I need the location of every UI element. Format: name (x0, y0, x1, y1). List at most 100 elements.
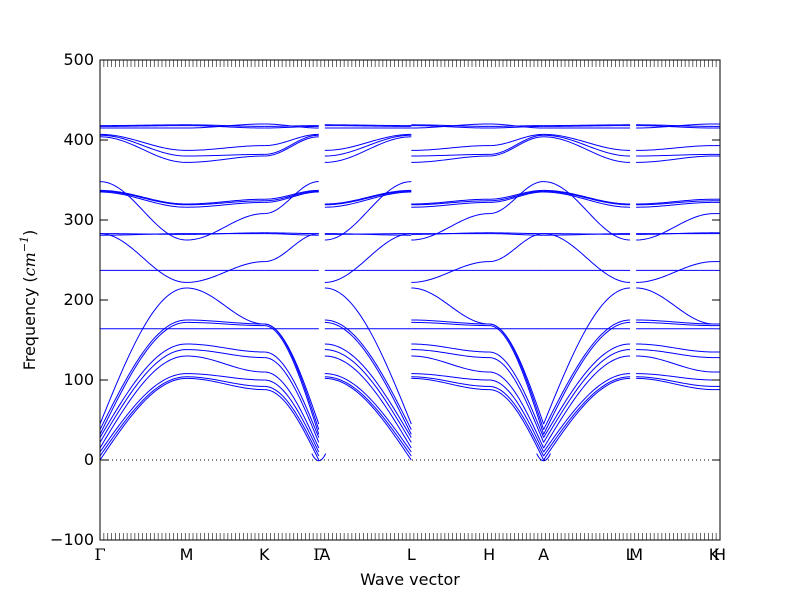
bands-layer (99, 123, 720, 462)
band-4-m-k-2 (636, 355, 714, 373)
band-13-kg-0 (264, 233, 319, 236)
band-6-mk-1 (411, 343, 490, 353)
band-17-mk-1 (411, 200, 490, 206)
band-2-gm-0 (99, 376, 187, 457)
band-23-gm-1 (324, 125, 412, 127)
band-14-mk-0 (186, 232, 265, 235)
y-axis-title: Frequency (cm−1) (18, 230, 39, 371)
band-17-gm-1 (324, 190, 412, 206)
band-16-mk-1 (411, 201, 490, 208)
band-2-kg-0 (264, 385, 320, 457)
band-16-mk-0 (186, 201, 265, 208)
band-4-mk-1 (411, 355, 490, 373)
band-3-mk-1 (411, 373, 490, 381)
band-8-mk-1 (411, 319, 490, 325)
band-2-m-k-2 (636, 376, 714, 387)
band-24-m-k-2 (636, 124, 714, 127)
band-15-m-k-2 (636, 213, 714, 241)
band-19-kg-0 (264, 136, 319, 157)
band-1-m-k-2 (636, 377, 714, 391)
band-12-gm-1 (324, 233, 412, 283)
band-17-kg-1 (489, 190, 544, 202)
band-14-m-k-2 (636, 232, 714, 235)
band-20-kg-0 (264, 134, 319, 155)
band-7-kg-0 (264, 325, 320, 435)
band-18-kg-1 (489, 189, 544, 200)
y-tick-label: 100 (63, 370, 94, 389)
band-3-gm-1 (324, 373, 412, 453)
band-14-gm-1 (324, 233, 412, 235)
band-5-mk-0 (186, 349, 265, 359)
band-5-gm-1 (324, 349, 412, 443)
band-16-kg-0 (264, 191, 319, 203)
band-6-mk-0 (186, 343, 265, 353)
band-1-gm-0 (99, 377, 187, 461)
y-axis-unit: cm (20, 252, 39, 276)
band-17-kg-0 (264, 190, 319, 202)
band-12-gm-0 (99, 233, 187, 283)
band-24-gm-0 (100, 124, 187, 127)
band-19-mk-1 (411, 155, 490, 163)
x-tick-label: H (483, 545, 495, 564)
x-axis-title: Wave vector (360, 570, 460, 589)
band-5-m-k-2 (636, 349, 714, 359)
band-3-a-l (543, 373, 631, 453)
band-23-kg-0 (264, 125, 319, 129)
band-15-gm-1 (324, 181, 412, 241)
band-7-a-l (543, 321, 631, 435)
band-2-gm-1 (324, 376, 412, 457)
y-tick-label: 200 (63, 290, 94, 309)
band-21-m-k-2 (636, 145, 714, 151)
band-17-a-l (543, 190, 631, 206)
band-24-mk-1 (411, 124, 490, 127)
band-14-mk-1 (411, 232, 490, 235)
band-8-m-k-2 (636, 319, 714, 325)
band-3-kg-0 (264, 379, 320, 453)
band-23-gm-0 (100, 125, 187, 127)
band-15-mk-0 (186, 213, 265, 241)
band-24-kg-1 (489, 125, 544, 127)
band-20-m-k-2 (636, 153, 714, 157)
band-3-kg-1 (489, 379, 545, 453)
band-21-gm-1 (324, 133, 412, 151)
band-20-mk-1 (411, 153, 490, 157)
band-21-mk-1 (411, 145, 490, 151)
y-axis-title-text: Frequency (20, 288, 39, 371)
band-21-gm-0 (99, 133, 187, 151)
band-1-mk-1 (411, 377, 490, 391)
band-3-m-k-2 (636, 373, 714, 381)
band-12-m-k-2 (636, 261, 714, 283)
x-tick-label: L (626, 545, 635, 564)
band-7-mk-1 (411, 321, 490, 327)
y-axis-unit-open: ( (20, 276, 39, 282)
band-1-kg-1 (489, 389, 545, 461)
band-9-m-k-2 (636, 287, 714, 325)
y-axis-unit-close: ) (20, 230, 39, 236)
x-tick-label: A (319, 545, 330, 564)
band-24-mk-0 (186, 124, 265, 127)
band-24-kg-0 (264, 125, 319, 127)
y-tick-label: 400 (63, 130, 94, 149)
band-7-mk-0 (186, 321, 265, 327)
y-axis-unit-exp: −1 (18, 236, 31, 252)
band-4-a-l (543, 355, 631, 449)
band-8-gm-1 (324, 319, 412, 430)
band-16-a-l (543, 191, 631, 208)
band-7-m-k-2 (636, 321, 714, 327)
band-18-mk-0 (186, 198, 265, 205)
band-21-a-l (543, 133, 631, 151)
band-14-kg-1 (489, 232, 544, 235)
band-17-mk-0 (186, 200, 265, 206)
band-16-m-k-2 (636, 201, 714, 208)
band-4-mk-0 (186, 355, 265, 373)
band-9-gm-1 (324, 287, 412, 425)
band-21-kg-0 (264, 133, 319, 147)
band-8-gm-0 (99, 319, 187, 430)
band-4-gm-0 (99, 355, 187, 449)
band-4-kg-0 (264, 371, 320, 449)
imaginary-dip-0 (311, 453, 327, 462)
band-3-gm-0 (99, 373, 187, 453)
band-5-kg-0 (264, 357, 320, 443)
band-4-kg-1 (489, 371, 545, 449)
x-tick-label: M (629, 545, 643, 564)
